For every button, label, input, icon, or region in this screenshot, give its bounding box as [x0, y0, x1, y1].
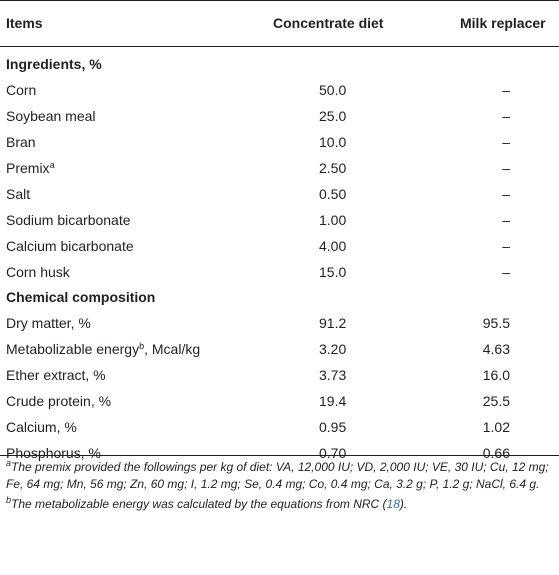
- concentrate-value: 0.50: [319, 185, 347, 202]
- row-name: Corn husk: [6, 263, 70, 280]
- footnote-b: bThe metabolizable energy was calculated…: [6, 496, 554, 513]
- table-top-rule: [0, 0, 559, 1]
- row-name: Sodium bicarbonate: [6, 211, 131, 228]
- milk-value: 95.5: [482, 315, 510, 332]
- ingredient-row: Premixa 2.50 –: [0, 156, 559, 182]
- concentrate-value: 3.73: [319, 367, 347, 384]
- milk-value: –: [502, 82, 510, 99]
- milk-value: 25.5: [482, 393, 510, 410]
- header-items: Items: [6, 15, 43, 31]
- footnote-a: aThe premix provided the followings per …: [6, 459, 554, 493]
- milk-value: 4.63: [482, 341, 510, 358]
- row-name: Soybean meal: [6, 108, 96, 125]
- footnote-a-mark: a: [6, 458, 12, 468]
- ingredient-row: Calcium bicarbonate 4.00 –: [0, 233, 559, 259]
- table-footnotes: aThe premix provided the followings per …: [6, 459, 554, 516]
- ingredient-row: Salt 0.50 –: [0, 181, 559, 207]
- milk-value: –: [502, 160, 510, 176]
- header-concentrate-diet: Concentrate diet: [273, 15, 384, 31]
- concentrate-value: 3.20: [319, 341, 347, 358]
- ingredient-row: Soybean meal 25.0 –: [0, 104, 559, 130]
- row-name: Phosphorus, %: [6, 444, 101, 461]
- footnote-a-text: The premix provided the followings per k…: [6, 460, 549, 491]
- ingredient-row: Bran 10.0 –: [0, 130, 559, 156]
- table-bottom-rule: [0, 455, 559, 456]
- section-ingredients-label: Ingredients, %: [6, 56, 102, 73]
- section-chemical-composition: Chemical composition: [0, 285, 559, 311]
- concentrate-value: 1.00: [319, 211, 347, 228]
- milk-value: –: [502, 108, 510, 125]
- chemical-row: Calcium, % 0.95 1.02: [0, 414, 559, 440]
- reference-link[interactable]: 18: [386, 497, 400, 511]
- ingredient-row: Sodium bicarbonate 1.00 –: [0, 207, 559, 233]
- row-name: Premixa: [6, 160, 55, 176]
- chemical-row: Ether extract, % 3.73 16.0: [0, 363, 559, 389]
- row-name: Dry matter, %: [6, 315, 91, 332]
- concentrate-value: 19.4: [319, 393, 347, 410]
- concentrate-value: 10.0: [319, 134, 347, 151]
- milk-value: –: [502, 134, 510, 151]
- footnote-b-mark: b: [6, 495, 12, 505]
- table-header-row: Items Concentrate diet Milk replacer: [0, 1, 559, 46]
- milk-value: –: [502, 263, 510, 280]
- concentrate-value: 0.70: [319, 444, 347, 461]
- milk-value: –: [502, 211, 510, 228]
- section-chemical-label: Chemical composition: [6, 289, 156, 306]
- milk-value: 1.02: [482, 418, 510, 435]
- milk-value: 0.66: [482, 444, 510, 461]
- row-name: Calcium bicarbonate: [6, 237, 134, 254]
- footnote-b-text-end: ).: [399, 497, 408, 511]
- milk-value: 16.0: [482, 367, 510, 384]
- footnote-mark-b: b: [139, 341, 145, 352]
- milk-value: –: [502, 237, 510, 254]
- concentrate-value: 4.00: [319, 237, 347, 254]
- concentrate-value: 91.2: [319, 315, 347, 332]
- concentrate-value: 2.50: [319, 160, 347, 176]
- concentrate-value: 0.95: [319, 418, 347, 435]
- chemical-row: Crude protein, % 19.4 25.5: [0, 389, 559, 415]
- row-name: Metabolizable energyb, Mcal/kg: [6, 341, 201, 358]
- concentrate-value: 15.0: [319, 263, 347, 280]
- concentrate-value: 50.0: [319, 82, 347, 99]
- row-name: Corn: [6, 82, 37, 99]
- row-name: Ether extract, %: [6, 367, 106, 384]
- header-milk-replacer: Milk replacer: [460, 15, 546, 31]
- chemical-row: Dry matter, % 91.2 95.5: [0, 311, 559, 337]
- footnote-mark-a: a: [49, 160, 55, 170]
- concentrate-value: 25.0: [319, 108, 347, 125]
- row-name: Bran: [6, 134, 36, 151]
- ingredient-row: Corn husk 15.0 –: [0, 259, 559, 285]
- ingredient-row: Corn 50.0 –: [0, 78, 559, 104]
- chemical-row: Metabolizable energyb, Mcal/kg 3.20 4.63: [0, 337, 559, 363]
- row-name: Crude protein, %: [6, 393, 112, 410]
- footnote-b-text: The metabolizable energy was calculated …: [11, 497, 387, 511]
- section-ingredients: Ingredients, %: [0, 52, 559, 78]
- row-name: Calcium, %: [6, 418, 77, 435]
- table-header-rule: [0, 46, 559, 47]
- chemical-row: Phosphorus, % 0.70 0.66: [0, 440, 559, 466]
- row-name: Salt: [6, 185, 31, 202]
- milk-value: –: [502, 185, 510, 202]
- diet-composition-table: Items Concentrate diet Milk replacer Ing…: [0, 1, 559, 466]
